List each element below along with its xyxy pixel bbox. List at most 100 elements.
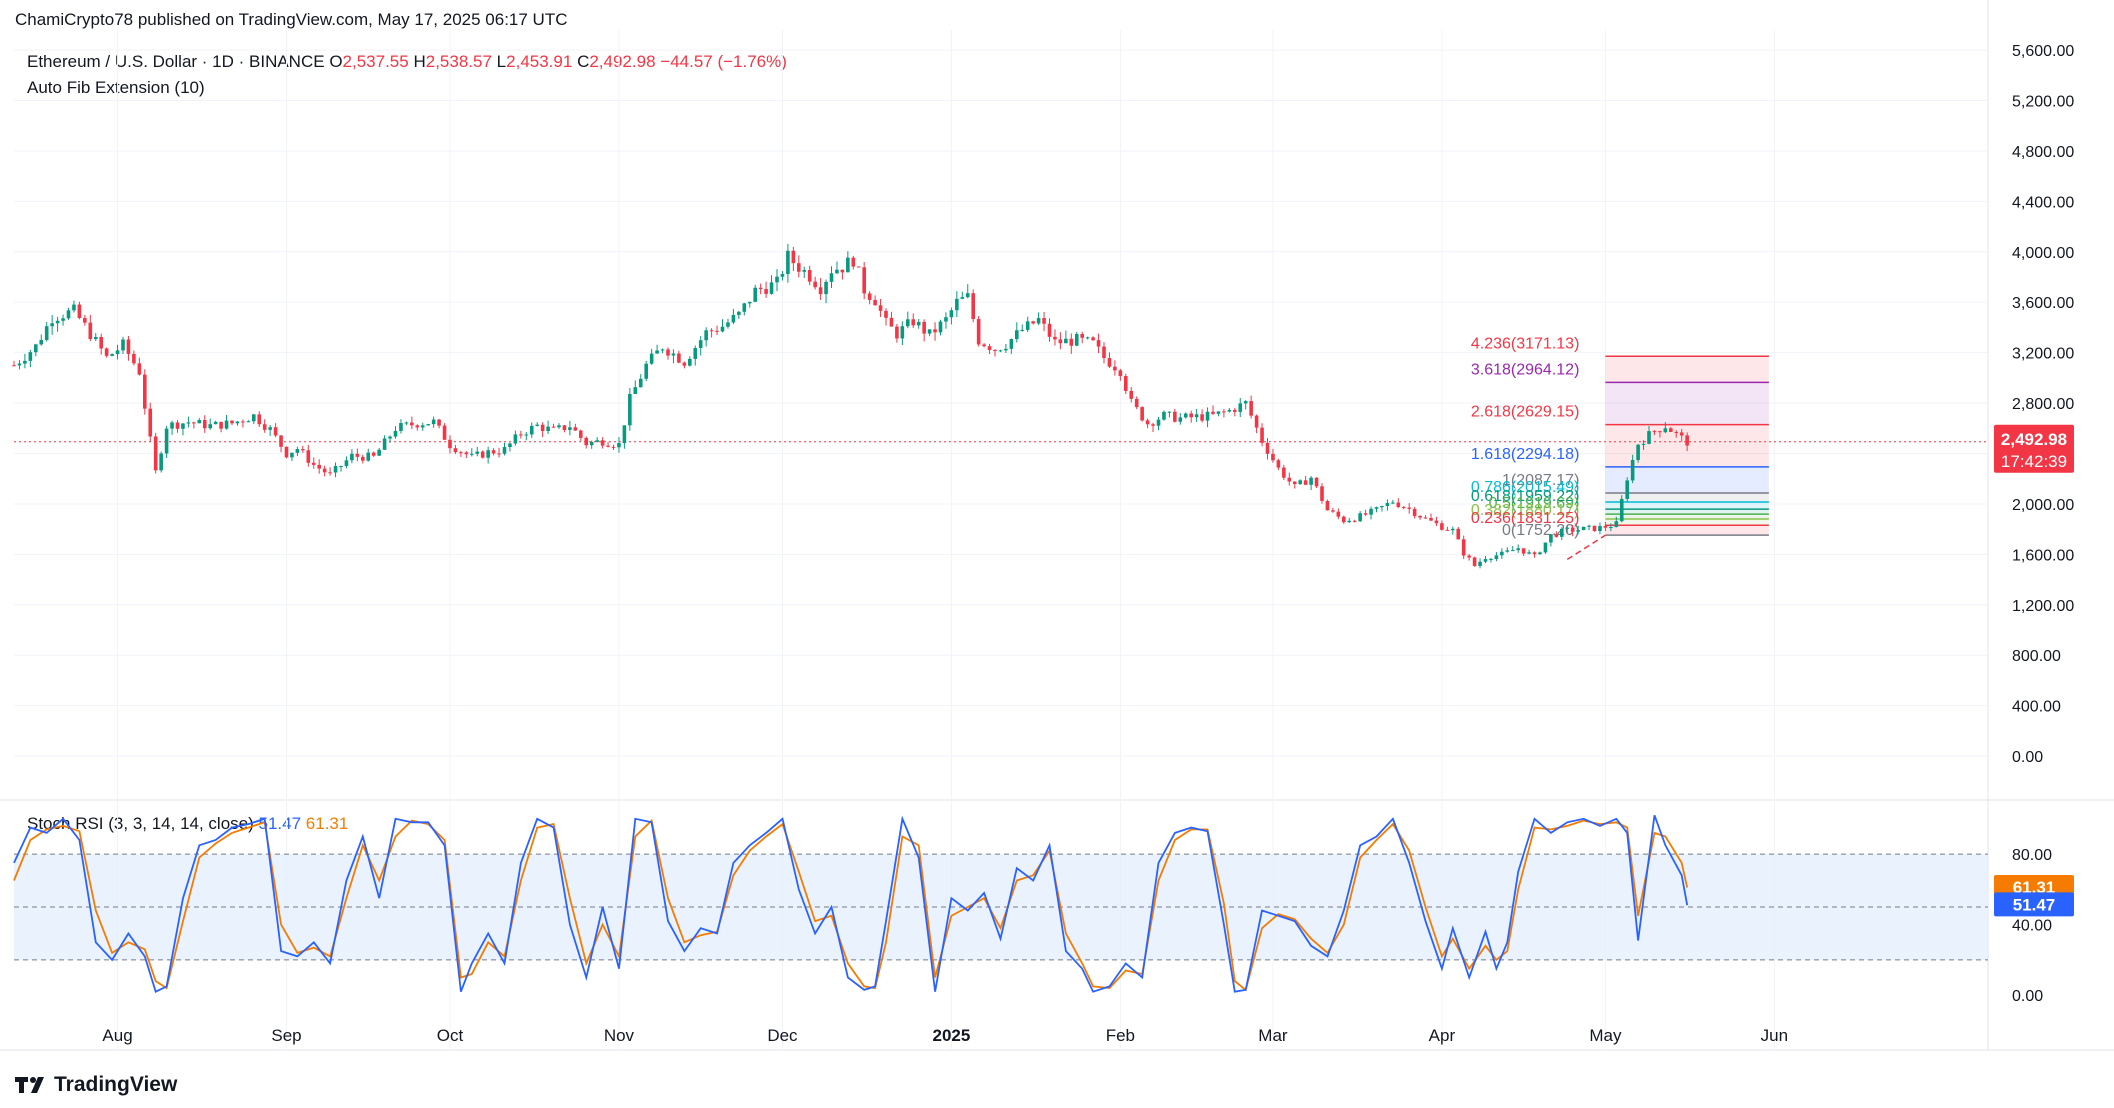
candle-body — [1456, 528, 1461, 540]
candle-body — [704, 330, 708, 341]
fib-zone — [1605, 501, 1769, 510]
candle-body — [393, 430, 398, 437]
candle-body — [1619, 498, 1624, 522]
candle-body — [1407, 507, 1411, 509]
candle-body — [1233, 409, 1237, 412]
stoch-d-badge — [1994, 875, 2074, 900]
candle-body — [1614, 521, 1619, 528]
candle-body — [1418, 515, 1422, 518]
candle-body — [568, 427, 572, 430]
high-value: 2,538.57 — [425, 52, 492, 71]
price-tick-label: 2,000.00 — [2012, 497, 2074, 514]
candle-body — [982, 344, 986, 347]
candle-body — [1516, 548, 1520, 551]
candle-body — [911, 319, 916, 326]
price-tick-label: 5,600.00 — [2012, 43, 2074, 60]
candle-body — [311, 462, 316, 465]
price-tick-label: 1,600.00 — [2012, 547, 2074, 564]
candle-body — [1363, 513, 1368, 515]
candle-body — [1598, 526, 1602, 532]
candle-body — [317, 464, 321, 469]
time-tick-label: 2025 — [932, 1026, 970, 1045]
candle-body — [1658, 431, 1662, 433]
candle-body — [677, 353, 681, 363]
close-value: 2,492.98 — [589, 52, 656, 71]
candle-body — [611, 446, 616, 448]
high-label: H — [413, 52, 426, 71]
candle-body — [1015, 330, 1019, 340]
candle-body — [671, 353, 676, 356]
stoch-d-badge-value: 61.31 — [2013, 878, 2056, 897]
open-label: O — [329, 52, 343, 71]
candle-body — [1325, 500, 1330, 511]
candle-body — [132, 353, 136, 364]
candle-body — [1298, 480, 1302, 485]
candle-body — [780, 274, 785, 277]
candle-body — [715, 330, 719, 332]
candle-body — [88, 322, 93, 340]
candle-body — [1254, 415, 1259, 428]
candle-body — [1625, 480, 1629, 499]
candle-body — [1096, 340, 1101, 347]
candle-body — [1679, 432, 1684, 436]
candle-body — [867, 293, 872, 300]
price-tick-label: 800.00 — [2012, 648, 2061, 665]
candle-body — [322, 468, 327, 473]
fib-indicator-label[interactable]: Auto Fib Extension (10) — [27, 78, 205, 97]
fib-level-label: 4.236(3171.13) — [1471, 335, 1580, 352]
candle-body — [1025, 321, 1030, 330]
candle-body — [622, 425, 627, 444]
candle-body — [1064, 338, 1068, 344]
candle-body — [104, 348, 109, 356]
candle-body — [1265, 442, 1270, 454]
candle-body — [1107, 358, 1112, 367]
candle-body — [856, 266, 861, 268]
candle-body — [524, 434, 529, 436]
candle-body — [1543, 542, 1548, 553]
time-tick-label: Aug — [102, 1026, 132, 1045]
candle-body — [1576, 530, 1580, 532]
candle-body — [1331, 510, 1335, 512]
fib-zone — [1605, 525, 1769, 536]
fib-zone — [1605, 382, 1769, 425]
low-label: L — [496, 52, 507, 71]
candle-body — [491, 450, 496, 454]
candle-body — [1467, 555, 1471, 558]
candle-body — [519, 434, 523, 436]
fib-zone — [1605, 514, 1769, 520]
candle-body — [955, 298, 959, 311]
candle-body — [1222, 411, 1226, 413]
candle-body — [170, 422, 174, 429]
candle-body — [840, 269, 845, 273]
price-tick-label: 0.00 — [2012, 749, 2043, 766]
candle-body — [1641, 443, 1646, 445]
candle-body — [606, 445, 610, 447]
stoch-rsi-legend[interactable]: Stoch RSI (3, 3, 14, 14, close) 51.47 61… — [27, 814, 348, 834]
candle-body — [1396, 502, 1401, 507]
time-tick-label: Dec — [767, 1026, 798, 1045]
candle-body — [600, 440, 605, 446]
candle-body — [573, 427, 578, 431]
candle-body — [693, 348, 698, 359]
candle-body — [279, 435, 283, 447]
candle-body — [775, 276, 779, 283]
candle-body — [1570, 527, 1575, 532]
time-tick-label: Oct — [437, 1026, 464, 1045]
candle-body — [900, 326, 905, 339]
candle-body — [459, 452, 463, 454]
candle-body — [486, 450, 490, 458]
candle-body — [949, 310, 954, 318]
candle-body — [295, 449, 300, 453]
candle-body — [562, 425, 567, 430]
candle-body — [753, 287, 757, 302]
stoch-tick-label: 40.00 — [2012, 918, 2052, 935]
candle-body — [93, 336, 98, 340]
candle-body — [709, 330, 714, 332]
candle-body — [39, 340, 44, 345]
candle-body — [682, 362, 687, 366]
candle-body — [143, 374, 147, 409]
symbol-name[interactable]: Ethereum / U.S. Dollar · 1D · BINANCE — [27, 52, 325, 71]
tradingview-footer[interactable]: TradingView — [14, 1073, 177, 1097]
fib-trend-line — [1566, 534, 1606, 561]
